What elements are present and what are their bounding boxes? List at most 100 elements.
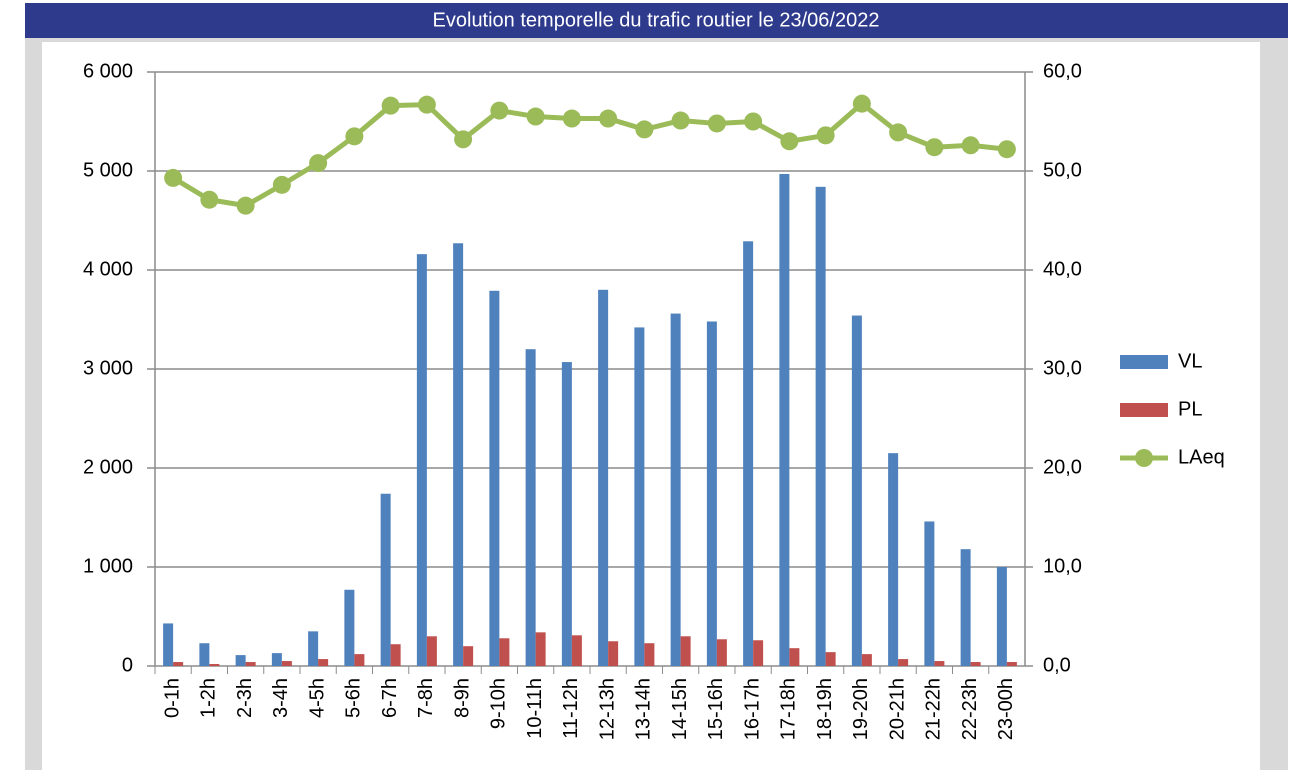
line-point: [816, 126, 835, 145]
line-point: [272, 175, 291, 194]
x-tick-label: 19-20h: [850, 678, 872, 740]
x-tick-label: 20-21h: [886, 678, 908, 740]
bar: [209, 664, 220, 666]
x-tick-label: 23-00h: [995, 678, 1017, 740]
bar: [525, 349, 536, 666]
chart-title: Evolution temporelle du trafic routier l…: [433, 9, 880, 31]
line-point: [309, 154, 328, 173]
bar: [235, 655, 246, 666]
line-point: [164, 168, 183, 187]
legend-label: PL: [1178, 398, 1202, 420]
line-point: [635, 120, 654, 139]
y2-tick-label: 30,0: [1043, 357, 1082, 379]
y2-tick-label: 20,0: [1043, 456, 1082, 478]
bar: [199, 643, 210, 666]
x-tick-label: 1-2h: [198, 678, 220, 718]
bar: [426, 636, 437, 666]
bar: [743, 241, 754, 667]
line-point: [671, 111, 690, 130]
bar: [851, 315, 862, 666]
x-tick-label: 18-19h: [814, 678, 836, 740]
x-tick-label: 8-9h: [451, 678, 473, 718]
bar: [416, 254, 427, 666]
bar: [815, 186, 826, 666]
line-point: [200, 190, 219, 209]
bar: [996, 567, 1007, 666]
x-tick-label: 14-15h: [669, 678, 691, 740]
bar: [245, 662, 256, 666]
x-tick-label: 0-1h: [161, 678, 183, 718]
bar: [598, 289, 609, 666]
bar: [463, 646, 474, 666]
x-tick-label: 4-5h: [306, 678, 328, 718]
y2-tick-label: 40,0: [1043, 258, 1082, 280]
bar: [888, 453, 899, 666]
bar: [271, 653, 282, 666]
line-point: [925, 138, 944, 157]
bar: [960, 549, 971, 666]
bar: [354, 654, 365, 666]
bar: [970, 662, 981, 666]
y2-tick-label: 0,0: [1043, 654, 1071, 676]
y-tick-label: 0: [122, 654, 133, 676]
legend-label: LAeq: [1178, 446, 1225, 468]
bar: [706, 321, 717, 666]
y-tick-label: 1 000: [83, 555, 133, 577]
y2-tick-label: 10,0: [1043, 555, 1082, 577]
bar: [318, 659, 329, 666]
line-point: [381, 96, 400, 115]
x-tick-label: 17-18h: [778, 678, 800, 740]
bar: [825, 652, 836, 666]
bar: [680, 636, 691, 666]
y2-tick-label: 60,0: [1043, 60, 1082, 82]
bar: [535, 632, 546, 666]
x-tick-label: 2-3h: [234, 678, 256, 718]
y-tick-label: 6 000: [83, 60, 133, 82]
x-tick-label: 6-7h: [379, 678, 401, 718]
x-tick-label: 12-13h: [596, 678, 618, 740]
bar: [934, 661, 945, 666]
line-point: [526, 107, 545, 126]
line-point: [345, 127, 364, 146]
bar: [789, 648, 800, 666]
bar: [499, 638, 510, 666]
bar: [924, 521, 935, 666]
line-point: [454, 130, 473, 149]
bar: [571, 635, 582, 666]
y-tick-label: 2 000: [83, 456, 133, 478]
title-bar: [25, 3, 1288, 38]
x-tick-label: 9-10h: [488, 678, 510, 729]
x-tick-label: 15-16h: [705, 678, 727, 740]
line-point: [961, 136, 980, 155]
bar: [308, 631, 319, 666]
bar: [173, 662, 184, 666]
y-tick-label: 3 000: [83, 357, 133, 379]
bar: [753, 640, 764, 666]
x-tick-label: 13-14h: [633, 678, 655, 740]
legend-swatch: [1120, 403, 1168, 417]
line-point: [780, 132, 799, 151]
line-point: [852, 94, 871, 113]
y2-tick-label: 50,0: [1043, 159, 1082, 181]
line-point: [490, 101, 509, 120]
bar: [390, 644, 401, 666]
line-point: [417, 95, 436, 114]
line-point: [707, 114, 726, 133]
x-tick-label: 7-8h: [415, 678, 437, 718]
bar: [1006, 662, 1017, 666]
x-tick-label: 16-17h: [741, 678, 763, 740]
legend-swatch: [1135, 449, 1153, 467]
y-tick-label: 5 000: [83, 159, 133, 181]
bar: [344, 589, 355, 666]
legend-swatch: [1120, 355, 1168, 369]
bar: [163, 623, 174, 666]
line-point: [236, 196, 255, 215]
bar: [898, 659, 909, 666]
line-point: [562, 109, 581, 128]
x-tick-label: 5-6h: [343, 678, 365, 718]
bar: [716, 639, 727, 666]
line-point: [599, 109, 618, 128]
line-point: [889, 123, 908, 142]
x-tick-label: 11-12h: [560, 678, 582, 739]
x-tick-label: 3-4h: [270, 678, 292, 718]
